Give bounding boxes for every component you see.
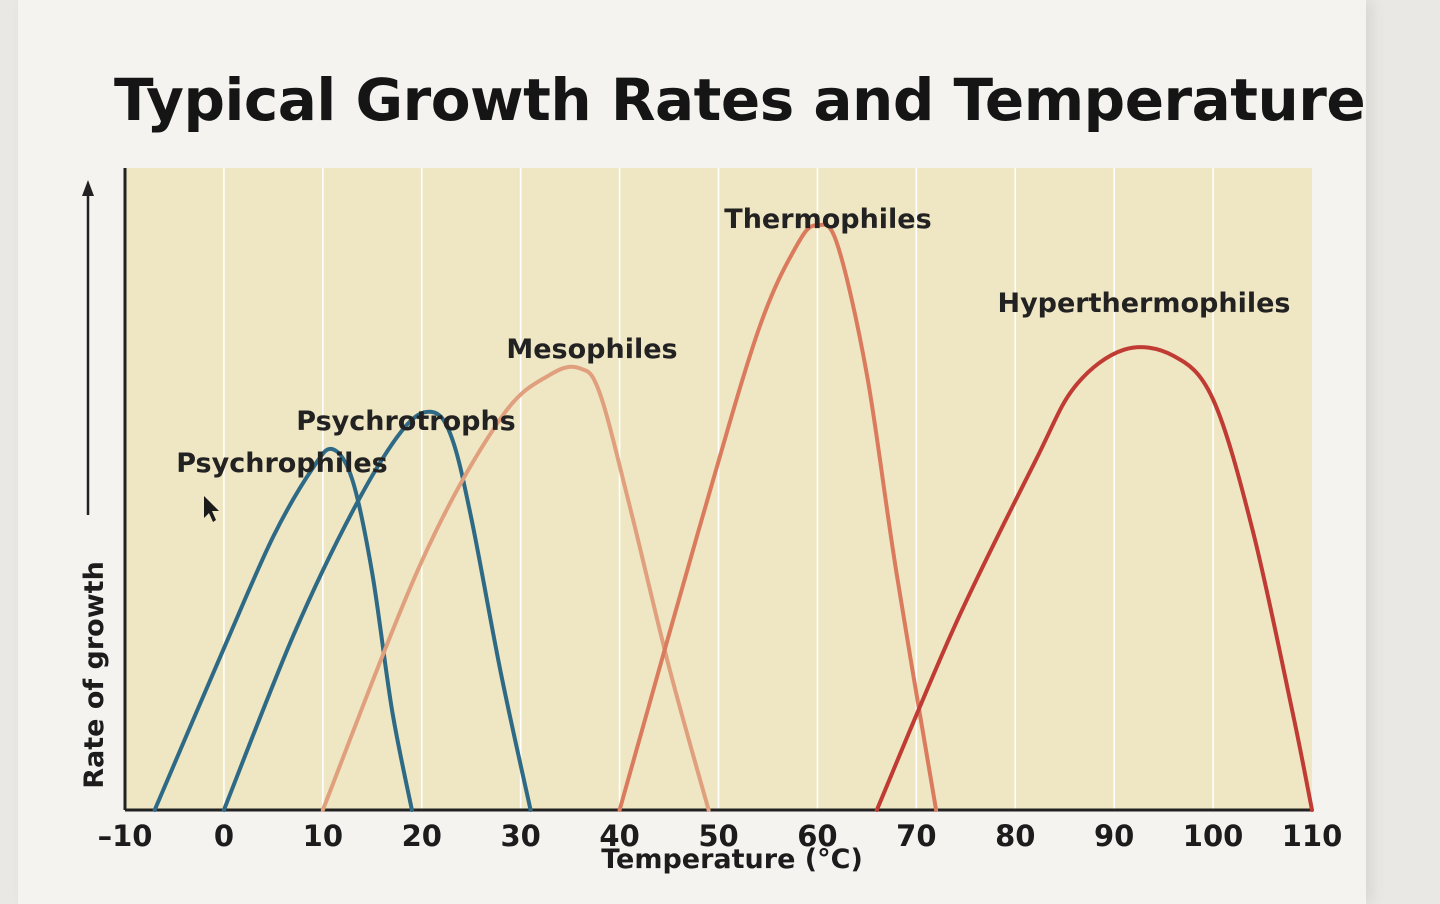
label-hyperthermophiles: Hyperthermophiles	[997, 288, 1290, 319]
x-tick-label: 30	[500, 819, 540, 853]
curve-psychrophiles	[152, 446, 414, 812]
y-axis-label: Rate of growth	[79, 561, 110, 789]
label-psychrotrophs: Psychrotrophs	[296, 406, 515, 437]
slide-title: Typical Growth Rates and Temperature	[114, 66, 1366, 134]
x-tick-label: –10	[98, 819, 153, 853]
x-tick-label: 0	[214, 819, 234, 853]
x-tick-label: 100	[1183, 819, 1244, 853]
x-tick-label: 80	[995, 819, 1035, 853]
x-tick-label: 90	[1094, 819, 1134, 853]
curve-hyperthermophiles	[874, 345, 1314, 812]
growth-curves	[152, 222, 1314, 812]
curve-thermophiles	[617, 222, 939, 812]
curve-psychrotrophs	[221, 409, 533, 812]
x-tick-label: 10	[303, 819, 343, 853]
y-axis-arrow-icon	[82, 180, 94, 196]
label-mesophiles: Mesophiles	[506, 334, 677, 365]
x-tick-label: 50	[698, 819, 738, 853]
x-axis-label: Temperature (°C)	[601, 844, 863, 875]
x-tick-label: 20	[402, 819, 442, 853]
grid-lines	[223, 168, 1214, 810]
x-tick-label: 110	[1282, 819, 1343, 853]
series-labels: Psychrophiles Psychrotrophs Mesophiles Ther…	[176, 204, 1290, 479]
x-tick-labels: –10 0 10 20 30 40 50 60 70 80 90 100 110	[98, 819, 1343, 853]
x-tick-label: 40	[599, 819, 639, 853]
x-tick-label: 60	[797, 819, 837, 853]
curve-mesophiles	[320, 364, 711, 812]
x-tick-label: 70	[896, 819, 936, 853]
mouse-cursor-icon	[204, 496, 219, 522]
label-psychrophiles: Psychrophiles	[176, 448, 388, 479]
label-thermophiles: Thermophiles	[724, 204, 931, 235]
